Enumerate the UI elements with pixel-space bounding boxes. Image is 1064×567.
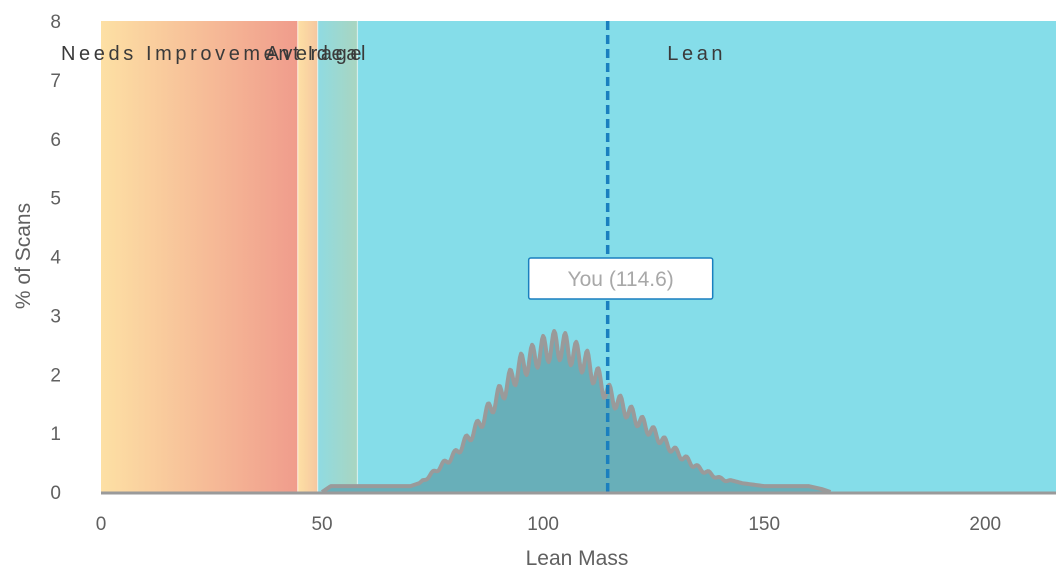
- x-tick-label: 150: [748, 514, 780, 535]
- y-tick-label: 2: [50, 365, 61, 386]
- y-tick-label: 8: [50, 12, 61, 33]
- you-marker-box: [527, 257, 714, 300]
- band-label-needs-improvement: Needs Improvement: [61, 43, 302, 65]
- y-axis-title: % of Scans: [12, 203, 35, 309]
- y-tick-label: 5: [50, 189, 61, 210]
- y-tick-label: 6: [50, 130, 61, 151]
- x-tick-label: 50: [311, 514, 332, 535]
- band-needs-improvement: [101, 21, 298, 492]
- band-label-average: Average: [266, 43, 365, 65]
- y-tick-label: 1: [50, 424, 61, 445]
- y-tick-label: 0: [50, 483, 61, 504]
- y-tick-label: 3: [50, 306, 61, 327]
- you-marker: You (114.6): [527, 21, 714, 492]
- distribution-area: [320, 329, 832, 494]
- y-tick-label: 7: [50, 71, 61, 92]
- x-tick-label: 200: [969, 514, 1001, 535]
- distribution-fill: [322, 331, 831, 492]
- x-tick-label: 100: [527, 514, 559, 535]
- band-label-lean: Lean: [667, 43, 726, 65]
- band-ideal: [317, 21, 358, 492]
- distribution-line: [320, 329, 832, 494]
- band-average: [297, 21, 318, 492]
- x-tick-label: 0: [96, 514, 107, 535]
- band-label-ideal: Ideal: [308, 43, 369, 65]
- y-tick-label: 4: [50, 248, 61, 269]
- you-marker-label: You (114.6): [568, 268, 674, 291]
- x-axis-title: Lean Mass: [526, 547, 629, 567]
- band-lean: [357, 21, 1056, 492]
- axes: 0 1 2 3 4 5 6 7 8 0 50 100 150 200: [50, 12, 1056, 535]
